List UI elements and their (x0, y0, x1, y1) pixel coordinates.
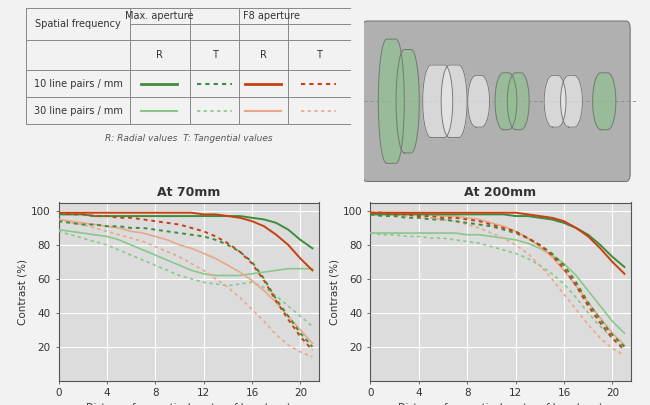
Text: T: T (315, 50, 322, 60)
Text: R: R (156, 50, 162, 60)
X-axis label: Distance from optical center of lens (mm): Distance from optical center of lens (mm… (398, 403, 603, 405)
Y-axis label: Contrast (%): Contrast (%) (17, 259, 27, 324)
Polygon shape (378, 39, 404, 163)
Polygon shape (468, 75, 489, 127)
Polygon shape (544, 75, 566, 127)
Text: 10 line pairs / mm: 10 line pairs / mm (34, 79, 122, 89)
Text: Max. aperture: Max. aperture (125, 11, 194, 21)
Polygon shape (495, 73, 517, 130)
Polygon shape (422, 65, 452, 137)
Text: R: Radial values  T: Tangential values: R: Radial values T: Tangential values (105, 134, 272, 143)
Title: At 70mm: At 70mm (157, 185, 220, 198)
Text: Spatial frequency: Spatial frequency (35, 19, 121, 29)
X-axis label: Distance from optical center of lens (mm): Distance from optical center of lens (mm… (86, 403, 291, 405)
Text: T: T (211, 50, 218, 60)
Polygon shape (593, 73, 616, 130)
Text: R: R (260, 50, 266, 60)
Polygon shape (441, 65, 467, 137)
Text: F8 aperture: F8 aperture (243, 11, 300, 21)
Title: At 200mm: At 200mm (465, 185, 536, 198)
Polygon shape (396, 49, 419, 153)
FancyBboxPatch shape (363, 21, 630, 181)
Text: 30 line pairs / mm: 30 line pairs / mm (34, 106, 122, 115)
Polygon shape (560, 75, 582, 127)
Polygon shape (508, 73, 529, 130)
Y-axis label: Contrast (%): Contrast (%) (329, 259, 339, 324)
